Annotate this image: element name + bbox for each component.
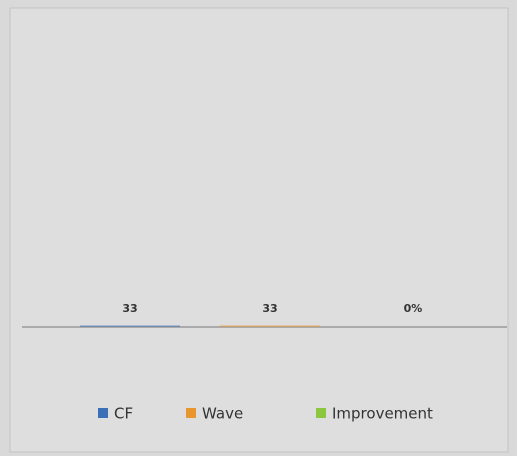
chart-frame [9,7,509,453]
legend-label: Improvement [332,405,433,423]
legend-swatch [98,408,108,418]
legend-label: CF [114,405,133,423]
value-label: 33 [262,302,277,315]
bar [220,325,320,327]
value-label: 33 [122,302,137,315]
legend-swatch [186,408,196,418]
value-label: 0% [404,302,423,315]
legend-swatch [316,408,326,418]
legend-label: Wave [202,405,243,423]
bar [80,325,180,327]
